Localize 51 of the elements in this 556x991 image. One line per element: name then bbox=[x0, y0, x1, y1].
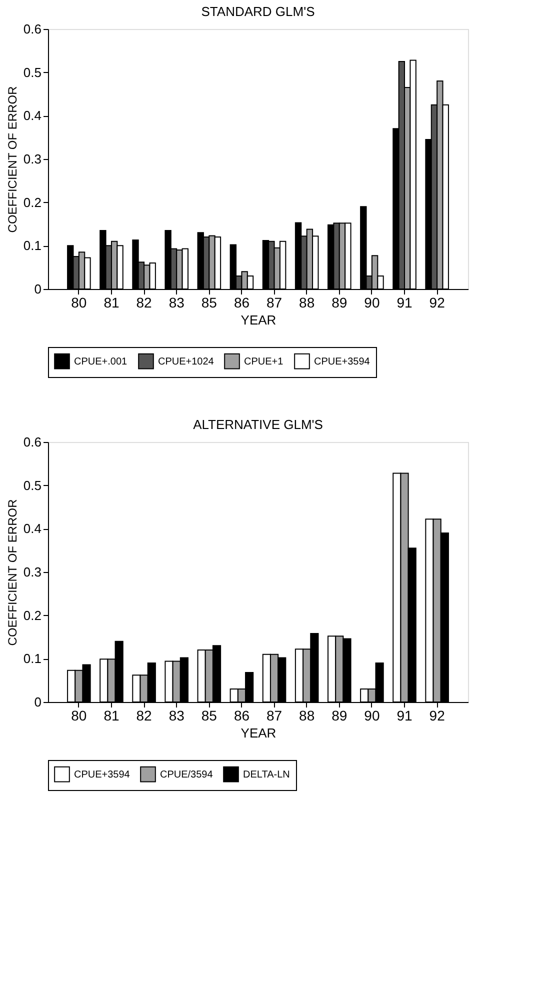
x-tick-label: 89 bbox=[332, 708, 348, 724]
y-axis-title: COEFFICIENT OF ERROR bbox=[5, 498, 20, 646]
x-tick-label: 90 bbox=[364, 294, 380, 310]
legend-label: CPUE+3594 bbox=[314, 356, 370, 368]
x-axis-title: YEAR bbox=[240, 312, 276, 328]
x-tick-label: 82 bbox=[136, 708, 152, 724]
legend-label: CPUE+1 bbox=[244, 356, 284, 368]
y-tick-label: 0.1 bbox=[23, 651, 42, 666]
x-tick-label: 80 bbox=[71, 708, 87, 724]
legend-label: CPUE/3594 bbox=[160, 769, 214, 780]
x-tick-label: 83 bbox=[168, 294, 185, 310]
chart-title: ALTERNATIVE GLM'S bbox=[193, 417, 324, 432]
x-tick-label: 86 bbox=[234, 708, 250, 724]
x-tick-label: 92 bbox=[429, 708, 446, 724]
x-tick-label: 81 bbox=[104, 708, 120, 724]
x-tick-label: 91 bbox=[396, 708, 413, 724]
x-tick-label: 86 bbox=[234, 294, 250, 310]
x-tick-label: 89 bbox=[332, 294, 348, 310]
y-tick-label: 0 bbox=[34, 694, 42, 710]
x-tick-label: 88 bbox=[299, 294, 315, 310]
y-tick-label: 0.5 bbox=[23, 64, 42, 80]
x-tick-label: 91 bbox=[396, 294, 413, 310]
x-tick-label: 87 bbox=[266, 708, 282, 724]
x-tick-label: 81 bbox=[104, 294, 120, 310]
y-tick-label: 0.5 bbox=[23, 478, 42, 493]
y-tick-label: 0.4 bbox=[23, 108, 42, 124]
legend-label: CPUE+3594 bbox=[74, 769, 130, 780]
y-tick-label: 0.1 bbox=[23, 238, 42, 254]
legend-label: CPUE+1024 bbox=[158, 356, 214, 368]
y-tick-label: 0 bbox=[34, 282, 42, 296]
legend-label: DELTA-LN bbox=[243, 769, 290, 780]
y-tick-label: 0.6 bbox=[23, 434, 42, 450]
y-tick-label: 0.3 bbox=[23, 152, 42, 166]
x-tick-label: 90 bbox=[364, 708, 380, 724]
x-tick-label: 92 bbox=[429, 294, 446, 310]
y-tick-label: 0.3 bbox=[23, 564, 42, 580]
y-tick-label: 0.2 bbox=[23, 608, 42, 623]
y-tick-label: 0.4 bbox=[23, 521, 42, 536]
x-tick-label: 85 bbox=[201, 708, 218, 724]
x-tick-label: 88 bbox=[299, 708, 315, 724]
chart-title: STANDARD GLM'S bbox=[201, 4, 316, 19]
x-axis-title: YEAR bbox=[240, 726, 276, 740]
x-tick-label: 87 bbox=[266, 294, 282, 310]
x-tick-label: 80 bbox=[71, 294, 87, 310]
y-tick-label: 0.2 bbox=[23, 194, 42, 210]
x-tick-label: 82 bbox=[136, 294, 152, 310]
legend-label: CPUE+.001 bbox=[74, 356, 128, 368]
y-tick-label: 0.6 bbox=[23, 22, 42, 36]
x-tick-label: 83 bbox=[168, 708, 185, 724]
x-tick-label: 85 bbox=[201, 294, 218, 310]
y-axis-title: COEFFICIENT OF ERROR bbox=[5, 86, 20, 233]
